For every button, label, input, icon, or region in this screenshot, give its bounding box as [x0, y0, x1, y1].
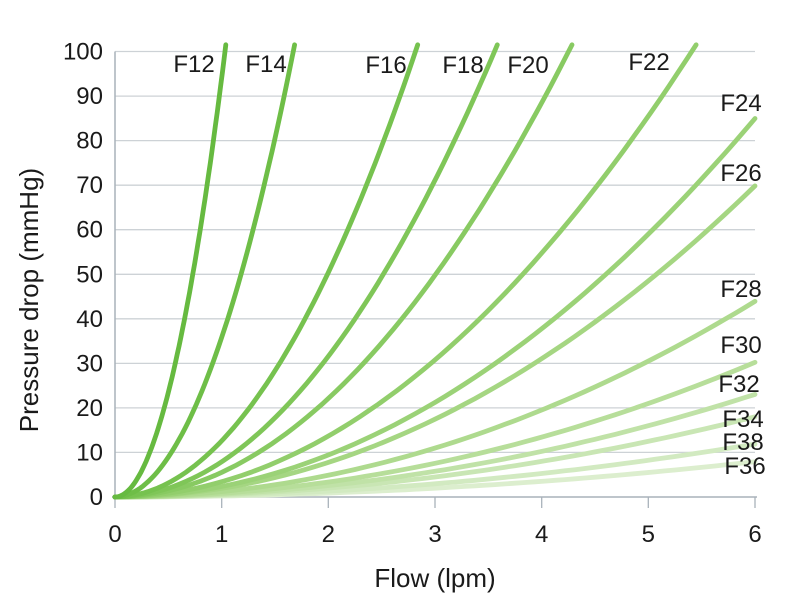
curve-label-F30: F30 — [720, 332, 761, 359]
curve-F18 — [112, 42, 500, 500]
curve-label-F22: F22 — [628, 49, 669, 76]
curve-label-F12: F12 — [173, 51, 214, 78]
curve-label-F14: F14 — [245, 51, 286, 78]
x-tick-label-6: 6 — [748, 521, 761, 548]
curve-label-F18: F18 — [442, 52, 483, 79]
curve-label-F26: F26 — [720, 160, 761, 187]
x-axis-title: Flow (lpm) — [374, 563, 495, 593]
curve-F16 — [112, 42, 421, 500]
curve-label-F38: F38 — [722, 429, 763, 456]
curve-label-F20: F20 — [507, 52, 548, 79]
curve-F20 — [112, 42, 575, 500]
y-tick-label-20: 20 — [76, 395, 103, 422]
curve-F24 — [112, 116, 758, 500]
y-tick-label-50: 50 — [76, 261, 103, 288]
y-tick-label-70: 70 — [76, 172, 103, 199]
curve-label-F34: F34 — [722, 406, 763, 433]
x-tick-label-5: 5 — [642, 521, 655, 548]
curve-label-F32: F32 — [718, 371, 759, 398]
curve-label-F28: F28 — [720, 276, 761, 303]
curve-label-F16: F16 — [365, 52, 406, 79]
y-axis-title: Pressure drop (mmHg) — [14, 168, 44, 432]
y-tick-label-100: 100 — [63, 39, 103, 66]
y-tick-label-80: 80 — [76, 128, 103, 155]
curve-F28 — [112, 298, 758, 500]
curve-F12 — [112, 42, 229, 500]
x-tick-label-0: 0 — [108, 521, 121, 548]
y-tick-label-60: 60 — [76, 217, 103, 244]
y-tick-label-30: 30 — [76, 350, 103, 377]
curve-label-F36: F36 — [724, 453, 765, 480]
x-tick-label-2: 2 — [322, 521, 335, 548]
y-tick-label-0: 0 — [90, 484, 103, 511]
x-tick-label-3: 3 — [428, 521, 441, 548]
y-tick-label-40: 40 — [76, 306, 103, 333]
curve-label-F24: F24 — [720, 90, 761, 117]
y-tick-label-10: 10 — [76, 439, 103, 466]
x-tick-label-4: 4 — [535, 521, 548, 548]
curve-F22 — [112, 42, 699, 500]
y-tick-label-90: 90 — [76, 83, 103, 110]
curve-F14 — [112, 42, 297, 500]
x-tick-label-1: 1 — [215, 521, 228, 548]
